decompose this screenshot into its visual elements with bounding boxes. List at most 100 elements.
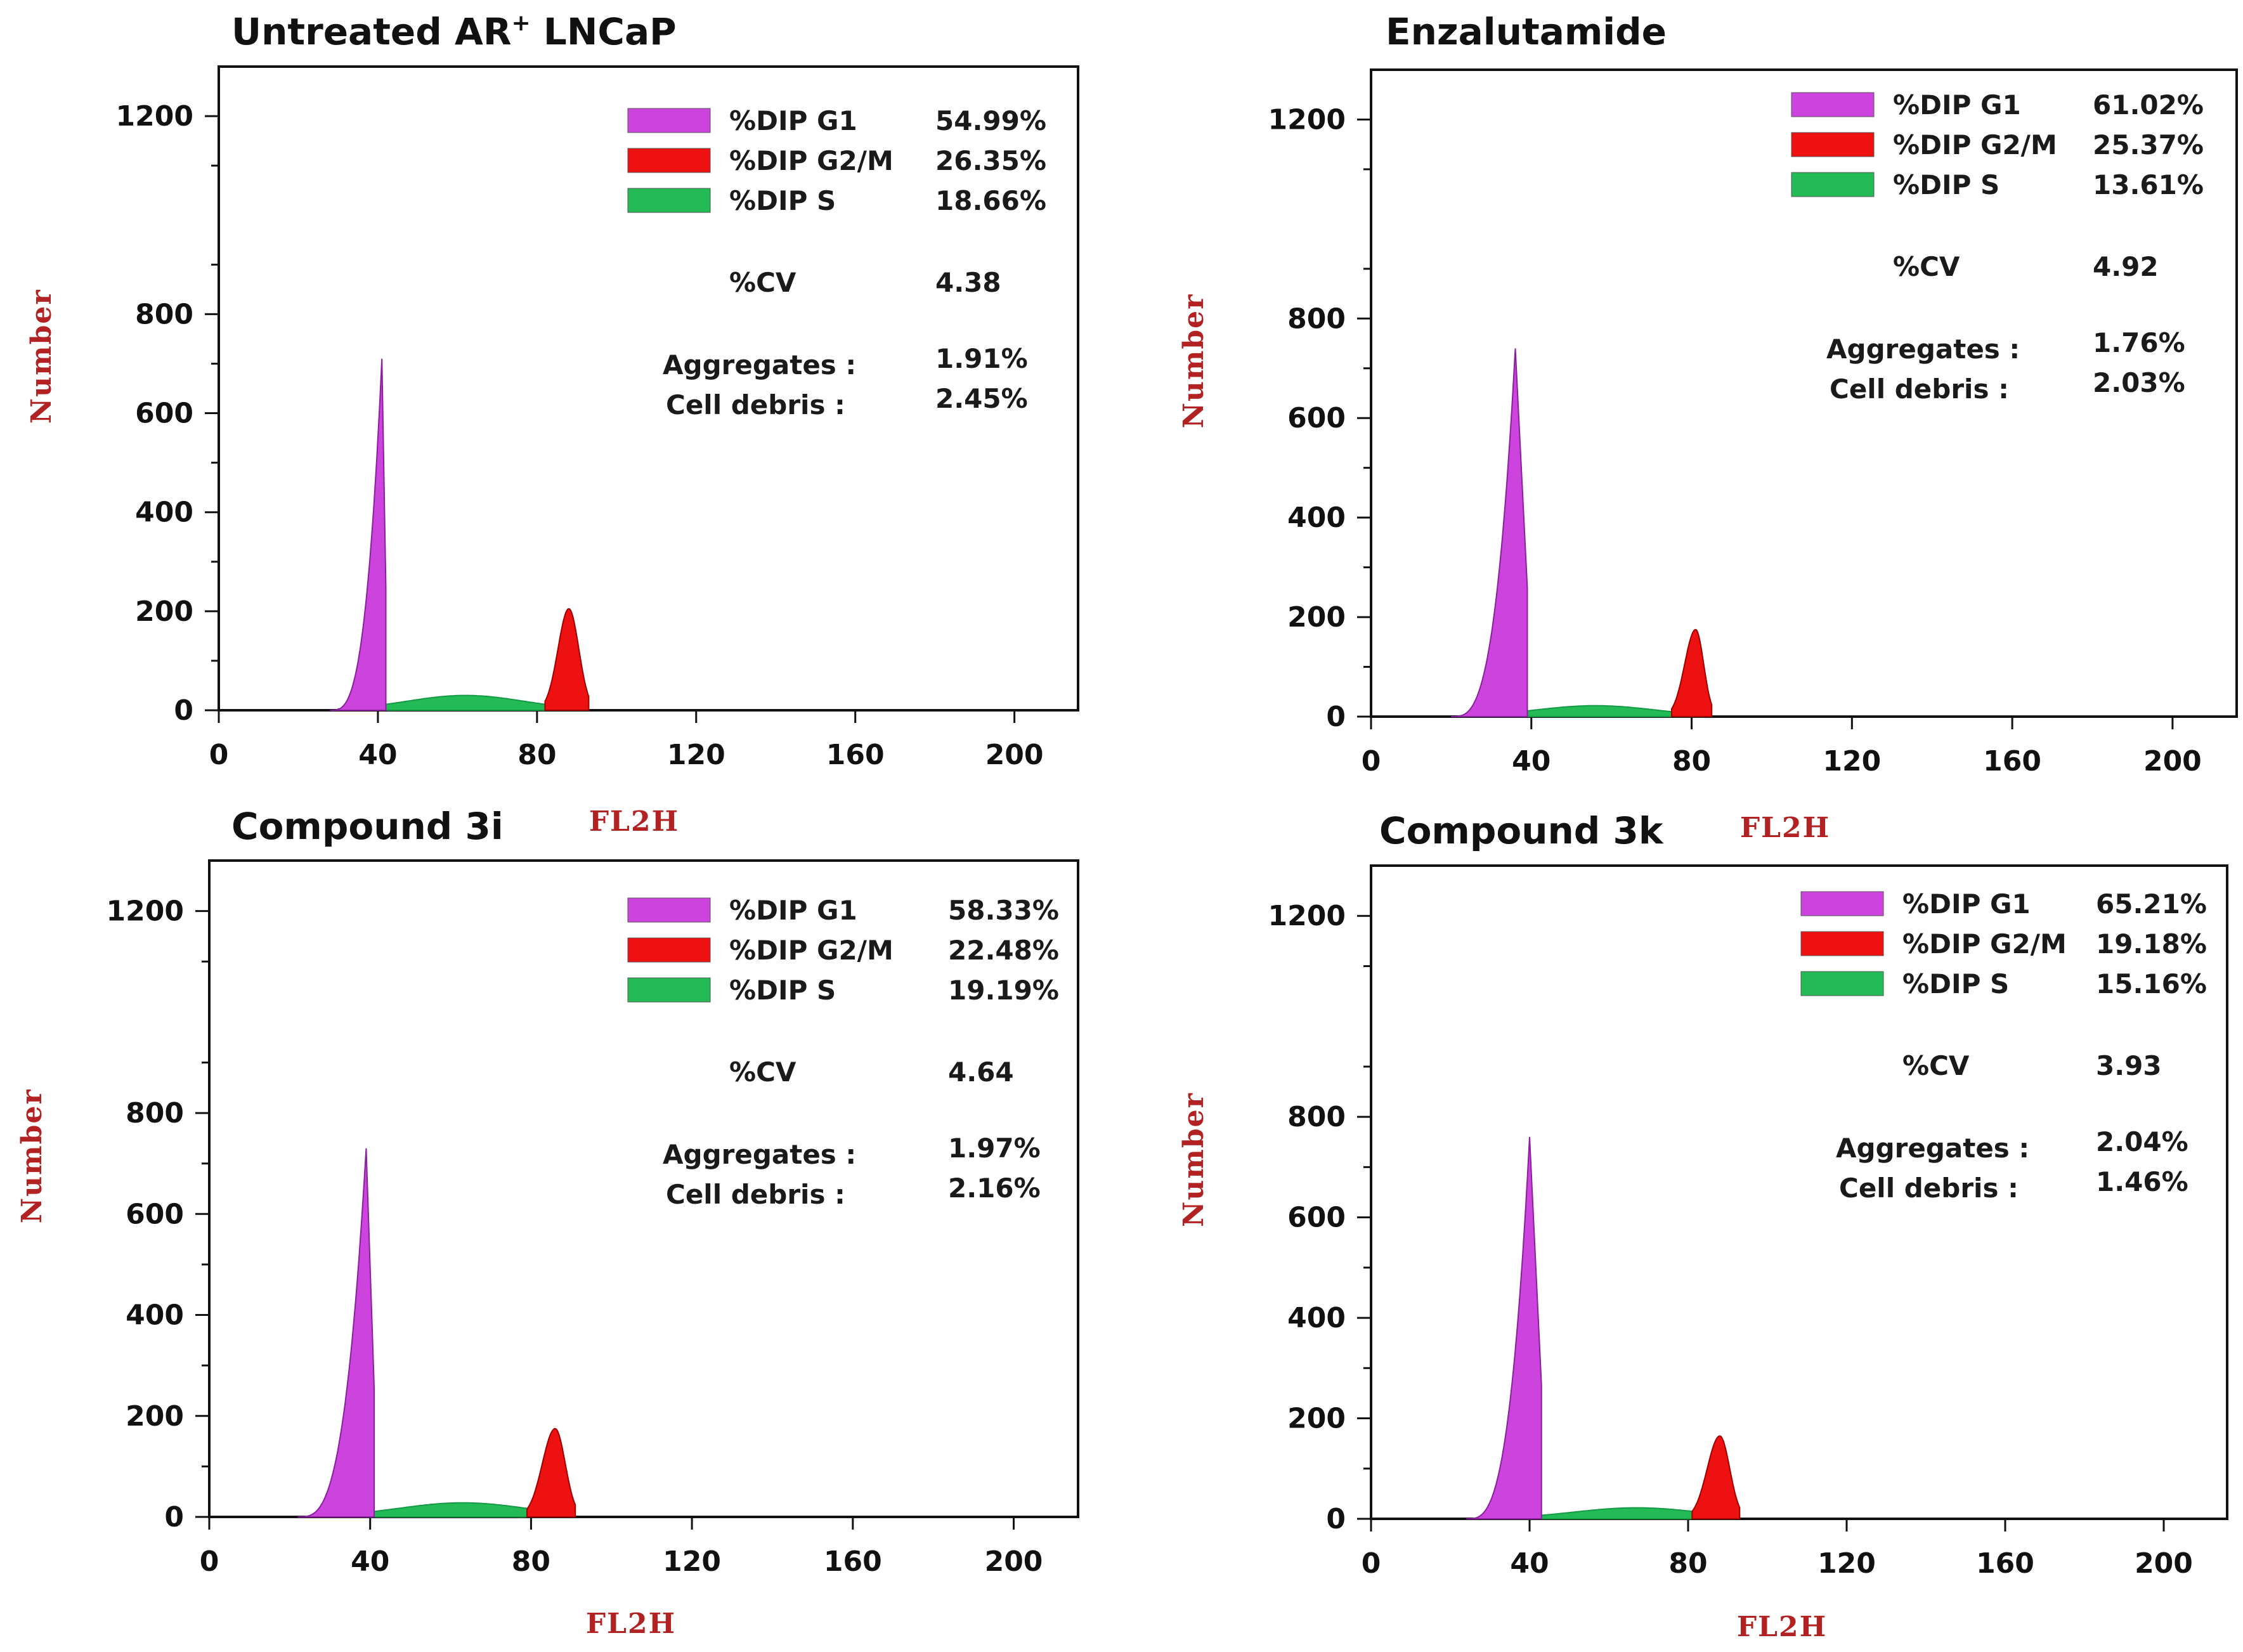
x-tick-label: 80 xyxy=(1672,745,1711,777)
x-axis-label: FL2H xyxy=(589,805,679,838)
stat-value-aggregates: 2.04% xyxy=(2096,1126,2188,1157)
legend-value-g1: 65.21% xyxy=(2096,888,2207,920)
legend-label-g2m: %DIP G2/M xyxy=(729,935,894,966)
y-tick-label: 0 xyxy=(1326,1503,1346,1535)
stat-value-debris: 2.03% xyxy=(2093,367,2185,398)
y-axis-label: Number xyxy=(1178,1092,1210,1227)
g2m-phase-peak xyxy=(1670,628,1713,717)
panel-enzalutamide: Enzalutamide 0 200 400 600 800 1200 0 40 80 120 160… xyxy=(1122,0,2243,844)
histogram-svg: Compound 3i 0 200 400 600 800 1200 0 40 80 120 160 2… xyxy=(16,805,1079,1640)
x-tick-label: 160 xyxy=(1983,745,2041,777)
stat-label-debris: Cell debris : xyxy=(666,389,845,420)
stat-value-aggregates: 1.97% xyxy=(948,1133,1041,1164)
chart-title: Compound 3k xyxy=(1379,809,1664,852)
y-tick-label: 200 xyxy=(126,1400,184,1433)
x-tick-label: 80 xyxy=(517,739,556,771)
legend-swatch-g1 xyxy=(627,108,711,133)
stat-value-debris: 2.45% xyxy=(935,383,1028,414)
stat-value-aggregates: 1.91% xyxy=(935,343,1028,374)
y-tick-label: 200 xyxy=(1287,601,1346,634)
legend-value-s: 15.16% xyxy=(2096,968,2207,999)
legend-value-g1: 61.02% xyxy=(2093,89,2204,120)
y-axis-label: Number xyxy=(25,289,58,424)
legend-label-s: %DIP S xyxy=(729,975,836,1006)
x-tick-label: 160 xyxy=(824,1545,882,1578)
legend-value-s: 18.66% xyxy=(935,185,1046,216)
y-tick-label: 200 xyxy=(135,595,193,628)
stat-label-cv: %CV xyxy=(1902,1050,1970,1081)
legend-swatch-g1 xyxy=(1791,92,1875,117)
x-tick-label: 40 xyxy=(1512,745,1551,777)
y-tick-label: 800 xyxy=(1287,302,1346,335)
histogram-svg: Untreated AR+ LNCaP 0 200 400 600 800 1200 0 40 8… xyxy=(25,10,1079,838)
stat-label-debris: Cell debris : xyxy=(1830,374,2009,405)
g2m-phase-peak xyxy=(544,608,590,711)
stat-value-cv: 4.64 xyxy=(948,1057,1014,1088)
chart-title: Untreated AR+ LNCaP xyxy=(231,10,677,53)
y-tick-label: 600 xyxy=(1287,402,1346,434)
legend-label-g1: %DIP G1 xyxy=(1902,888,2031,920)
x-axis-label: FL2H xyxy=(586,1608,676,1640)
legend-label-g1: %DIP G1 xyxy=(729,105,857,136)
x-tick-label: 80 xyxy=(512,1545,550,1578)
histogram-svg: Enzalutamide 0 200 400 600 800 1200 0 40 80 120 160… xyxy=(1178,10,2238,844)
legend-label-g2m: %DIP G2/M xyxy=(1893,129,2057,160)
legend-label-g2m: %DIP G2/M xyxy=(1902,928,2067,959)
x-tick-label: 120 xyxy=(667,739,725,771)
x-tick-label: 120 xyxy=(1817,1547,1876,1580)
stat-label-cv: %CV xyxy=(729,267,796,298)
y-tick-label: 1200 xyxy=(107,895,184,928)
y-tick-label: 800 xyxy=(135,298,193,330)
y-tick-label: 1200 xyxy=(116,100,193,133)
legend-value-g1: 58.33% xyxy=(948,895,1059,926)
x-tick-label: 40 xyxy=(358,739,397,771)
stat-label-aggregates: Aggregates : xyxy=(1836,1133,2029,1164)
stat-value-cv: 3.93 xyxy=(2096,1050,2162,1081)
y-tick-label: 1200 xyxy=(1268,900,1346,932)
legend-label-s: %DIP S xyxy=(1902,968,2009,999)
x-tick-label: 200 xyxy=(2143,745,2202,777)
chart-title: Compound 3i xyxy=(231,805,504,848)
stat-label-cv: %CV xyxy=(1893,251,1960,282)
x-tick-label: 160 xyxy=(826,739,885,771)
x-tick-label: 40 xyxy=(1510,1547,1549,1580)
y-tick-label: 400 xyxy=(1287,502,1346,534)
legend-value-g2m: 22.48% xyxy=(948,935,1059,966)
x-tick-label: 0 xyxy=(200,1545,219,1578)
g1-phase-peak xyxy=(330,358,387,711)
y-axis-label: Number xyxy=(16,1088,48,1223)
legend-label-g1: %DIP G1 xyxy=(729,895,857,926)
legend-swatch-g2m xyxy=(1791,132,1875,157)
x-tick-label: 200 xyxy=(2135,1547,2193,1580)
legend-value-g2m: 26.35% xyxy=(935,145,1046,176)
legend-swatch-g1 xyxy=(627,897,711,923)
legend-swatch-s xyxy=(1791,172,1875,197)
x-tick-label: 120 xyxy=(1823,745,1881,777)
stat-label-aggregates: Aggregates : xyxy=(1826,334,2020,365)
stat-label-debris: Cell debris : xyxy=(1839,1173,2019,1204)
legend-swatch-s xyxy=(627,977,711,1003)
y-tick-label: 0 xyxy=(1326,701,1346,733)
g1-phase-peak xyxy=(1466,1136,1542,1519)
y-tick-label: 800 xyxy=(1287,1101,1346,1133)
legend-swatch-g2m xyxy=(627,937,711,963)
chart-title: Enzalutamide xyxy=(1386,10,1667,53)
legend-swatch-g2m xyxy=(1800,931,1884,956)
y-tick-label: 400 xyxy=(135,497,193,529)
g1-phase-peak xyxy=(1451,348,1528,717)
x-tick-label: 0 xyxy=(1362,1547,1381,1580)
y-axis-label: Number xyxy=(1178,294,1210,429)
y-tick-label: 800 xyxy=(126,1097,184,1129)
x-tick-label: 0 xyxy=(1362,745,1381,777)
y-tick-label: 0 xyxy=(164,1501,184,1533)
y-tick-label: 400 xyxy=(126,1299,184,1332)
plot-frame xyxy=(218,65,1079,712)
stat-value-debris: 1.46% xyxy=(2096,1166,2188,1197)
g1-phase-peak xyxy=(297,1148,375,1518)
panel-untreated: Untreated AR+ LNCaP 0 200 400 600 800 1200 0 40 8… xyxy=(0,0,1122,838)
x-tick-label: 40 xyxy=(351,1545,389,1578)
stat-value-cv: 4.38 xyxy=(935,267,1001,298)
legend-label-s: %DIP S xyxy=(1893,169,1999,200)
stat-label-aggregates: Aggregates : xyxy=(663,349,856,380)
